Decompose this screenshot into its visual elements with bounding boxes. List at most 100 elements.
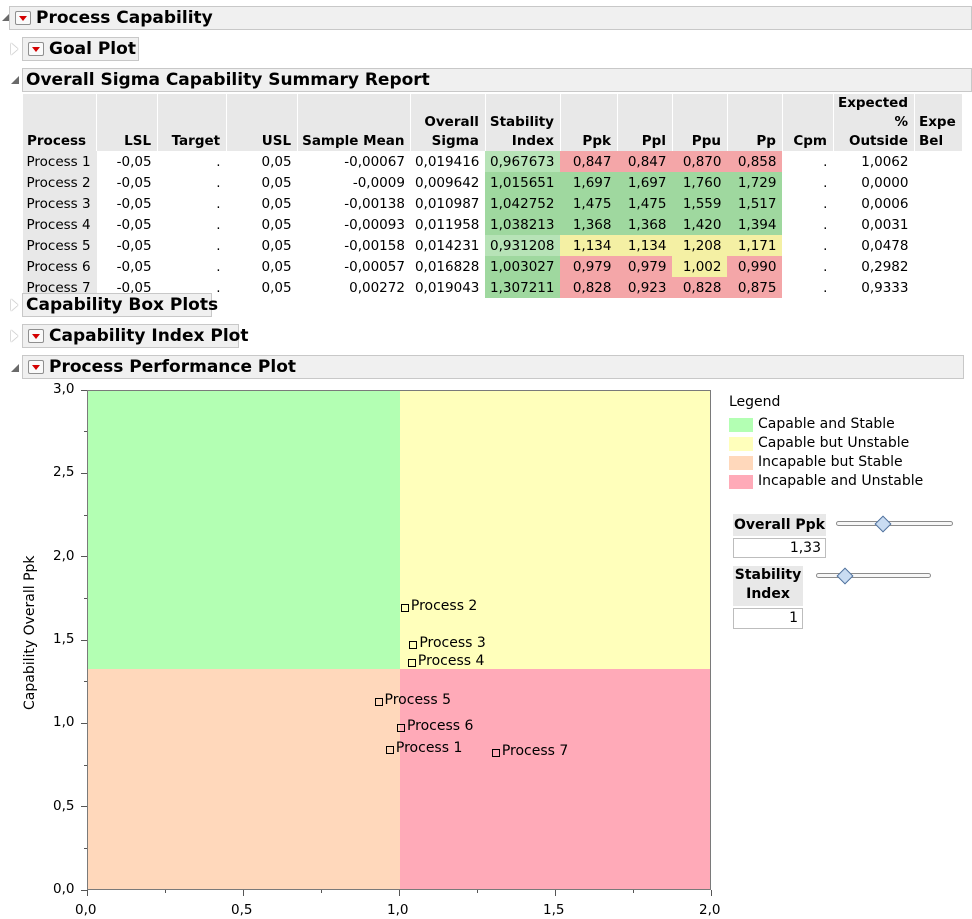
legend-item: Incapable but Stable <box>758 454 903 470</box>
red-triangle-menu-icon[interactable] <box>15 11 31 25</box>
cell-pp: 0,875 <box>727 277 783 298</box>
legend-title: Legend <box>729 394 781 410</box>
stability-index-slider-handle[interactable] <box>836 567 854 585</box>
data-point-marker[interactable] <box>396 723 405 732</box>
cell-ppu: 0,870 <box>672 151 728 172</box>
table-row: Process 2 -0,05. 0,05 -0,0009 0,009642 1,0156… <box>22 172 962 193</box>
y-axis-tick-label: 1,0 <box>53 714 75 731</box>
red-triangle-menu-icon[interactable] <box>28 360 44 374</box>
red-triangle-menu-icon[interactable] <box>28 42 44 56</box>
cell-ppk: 0,847 <box>560 151 618 172</box>
x-axis-tick <box>398 890 400 896</box>
data-point-label: Process 7 <box>501 743 569 759</box>
disclosure-open-icon[interactable] <box>2 13 10 21</box>
col-target: Target <box>157 94 227 151</box>
cell-sample-mean: -0,00057 <box>344 258 405 275</box>
cell-expected-below <box>915 277 962 298</box>
cell-expected-outside: 0,0006 <box>861 195 909 212</box>
cell-sample-mean: -0,00158 <box>344 237 405 254</box>
cell-stability-index: 0,967673 <box>485 151 561 172</box>
cell-pp: 1,517 <box>727 193 783 214</box>
section-title: Overall Sigma Capability Summary Report <box>26 70 430 90</box>
cell-ppu: 1,208 <box>672 235 728 256</box>
cell-expected-below <box>915 172 962 193</box>
overall-ppk-input[interactable]: 1,33 <box>733 538 826 558</box>
cell-cpm: . <box>823 279 828 296</box>
disclosure-closed-icon[interactable] <box>11 330 18 342</box>
cell-stability-index: 1,042752 <box>485 193 561 214</box>
table-row: Process 4 -0,05. 0,05 -0,00093 0,011958 1,038… <box>22 214 962 235</box>
data-point-marker[interactable] <box>374 698 383 706</box>
y-axis-tick-label: 1,5 <box>53 631 75 647</box>
index-plot-header[interactable]: Capability Index Plot <box>22 324 248 348</box>
cell-target: . <box>216 153 221 170</box>
x-axis-tick <box>710 890 712 896</box>
goal-plot-header[interactable]: Goal Plot <box>22 37 139 61</box>
data-point-label: Process 1 <box>395 739 463 756</box>
red-triangle-menu-icon[interactable] <box>28 329 44 343</box>
x-axis-tick <box>86 890 88 896</box>
data-point-marker[interactable] <box>409 641 418 650</box>
data-point-label: Process 3 <box>419 635 486 652</box>
performance-plot-header[interactable]: Process Performance Plot <box>22 355 964 379</box>
disclosure-open-icon[interactable] <box>11 76 19 84</box>
cell-cpm: . <box>823 195 828 212</box>
cell-pp: 1,729 <box>727 172 783 193</box>
cell-expected-below <box>915 235 962 256</box>
x-axis-minor-tick <box>320 890 322 893</box>
x-axis-minor-tick <box>164 890 166 893</box>
y-axis-tick-label: 2,5 <box>53 464 75 481</box>
summary-report-header[interactable]: Overall Sigma Capability Summary Report <box>22 68 972 92</box>
cell-overall-sigma: 0,009642 <box>414 174 480 191</box>
performance-plot-frame[interactable]: Process 1 Process 2 Process 3 Process 4 Proc… <box>87 390 711 890</box>
y-axis-minor-tick <box>84 681 87 683</box>
cell-stability-index: 1,003027 <box>485 256 561 277</box>
cell-ppl: 0,847 <box>617 151 673 172</box>
disclosure-closed-icon[interactable] <box>11 43 18 55</box>
stability-index-slider[interactable] <box>816 573 931 578</box>
overall-ppk-slider[interactable] <box>836 521 953 526</box>
y-axis-tick <box>81 389 87 391</box>
y-axis-tick <box>81 472 87 474</box>
y-axis-minor-tick <box>84 847 87 849</box>
y-axis-tick-label: 0,5 <box>53 797 75 814</box>
cell-lsl: -0,05 <box>116 237 152 254</box>
box-plots-header[interactable]: Capability Box Plots <box>22 293 218 317</box>
data-point-marker[interactable] <box>407 659 416 667</box>
data-point-marker[interactable] <box>400 604 409 613</box>
col-stability-index: Stability Index <box>484 94 561 151</box>
section-title: Capability Index Plot <box>49 326 249 346</box>
disclosure-open-icon[interactable] <box>11 364 19 372</box>
cell-target: . <box>216 216 221 233</box>
cell-process: Process 1 <box>22 151 97 172</box>
y-axis-minor-tick <box>84 764 87 766</box>
data-point-marker[interactable] <box>385 745 394 754</box>
cell-ppl: 1,134 <box>617 235 673 256</box>
col-usl: USL <box>226 94 298 151</box>
legend-item: Incapable and Unstable <box>758 473 924 489</box>
process-capability-header[interactable]: Process Capability <box>9 6 972 30</box>
overall-ppk-label: Overall Ppk <box>733 514 826 536</box>
stability-index-input[interactable]: 1 <box>733 608 803 629</box>
col-lsl: LSL <box>96 94 158 151</box>
cell-pp: 1,394 <box>727 214 783 235</box>
cell-cpm: . <box>823 153 828 170</box>
cell-ppl: 1,368 <box>617 214 673 235</box>
legend-item: Capable and Stable <box>758 416 895 432</box>
cell-ppk: 0,979 <box>560 256 618 277</box>
y-axis-tick-label: 0,0 <box>53 881 75 897</box>
cell-usl: 0,05 <box>261 237 292 254</box>
cell-target: . <box>216 258 221 275</box>
data-point-marker[interactable] <box>491 749 500 757</box>
cell-expected-below <box>915 214 962 235</box>
col-process: Process <box>21 94 97 151</box>
table-row: Process 1 -0,05. 0,05 -0,00067 0,019416 0,967… <box>22 151 962 172</box>
legend-swatch-capable-stable <box>729 418 753 432</box>
cell-expected-below <box>915 151 962 172</box>
x-axis-tick <box>242 890 244 896</box>
cell-cpm: . <box>823 237 828 254</box>
disclosure-closed-icon[interactable] <box>11 299 18 311</box>
cell-ppl: 1,697 <box>617 172 673 193</box>
overall-ppk-slider-handle[interactable] <box>874 515 892 533</box>
cell-ppu: 1,559 <box>672 193 728 214</box>
